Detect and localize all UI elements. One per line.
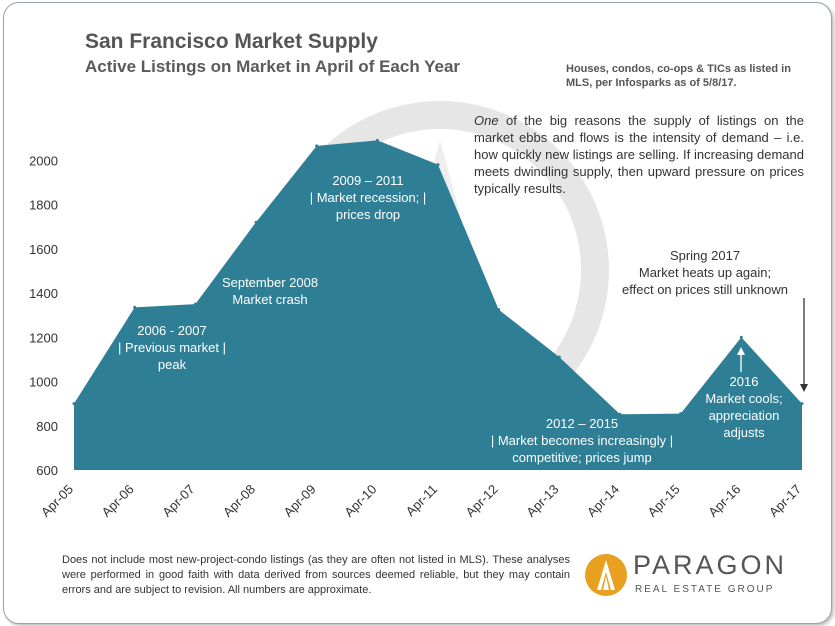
logo-mark-icon <box>585 554 627 596</box>
data-point-Apr-09 <box>315 144 319 148</box>
logo-name: PARAGON <box>633 550 788 580</box>
x-tick-label: Apr-06 <box>99 482 137 520</box>
paragon-logo: PARAGON REAL ESTATE GROUP <box>583 548 813 604</box>
description-body: of the big reasons the supply of listing… <box>474 113 804 196</box>
data-point-Apr-16 <box>739 335 743 339</box>
data-point-Apr-05 <box>72 402 76 406</box>
x-tick-label: Apr-17 <box>766 482 804 520</box>
y-tick-label: 1200 <box>29 330 58 345</box>
annotation-text: September 2008 <box>222 275 318 290</box>
data-point-Apr-12 <box>497 308 501 312</box>
y-tick-label: 1000 <box>29 375 58 390</box>
annotation-text: 2016 <box>730 374 759 389</box>
annotation-text: competitive; prices jump <box>512 450 651 465</box>
annotation-text: Market cools; <box>705 391 782 406</box>
y-tick-label: 1400 <box>29 286 58 301</box>
annotation-text: 2009 – 2011 <box>332 173 403 188</box>
footer-disclaimer: Does not include most new-project-condo … <box>62 554 570 596</box>
source-note: Houses, condos, co-ops & TICs as listed … <box>566 63 791 89</box>
data-point-Apr-08 <box>254 220 258 224</box>
chart-subtitle: Active Listings on Market in April of Ea… <box>85 57 461 76</box>
annotation-text: prices drop <box>336 207 400 222</box>
y-tick-label: 1800 <box>29 198 58 213</box>
annotation-text: adjusts <box>723 425 765 440</box>
x-tick-label: Apr-11 <box>403 482 441 520</box>
arrowhead-2016-icon <box>737 347 745 355</box>
annotations: 2006 - 2007 | Previous market | peak Septem… <box>118 173 788 465</box>
data-point-Apr-11 <box>436 163 440 167</box>
y-tick-label: 800 <box>36 419 58 434</box>
annotation-text: 2012 – 2015 <box>546 416 618 431</box>
annotation-text: peak <box>158 357 187 372</box>
x-tick-label: Apr-08 <box>220 482 258 520</box>
y-axis: 600 800 1000 1200 1400 1600 1800 2000 <box>29 153 58 478</box>
annotation-text: | Previous market | <box>118 340 226 355</box>
x-tick-label: Apr-07 <box>159 482 197 520</box>
x-tick-label: Apr-10 <box>341 482 379 520</box>
description-text: One of the big reasons the supply of lis… <box>474 112 804 197</box>
data-point-Apr-06 <box>133 305 137 309</box>
y-tick-label: 1600 <box>29 242 58 257</box>
x-tick-label: Apr-14 <box>584 482 622 520</box>
data-point-Apr-15 <box>679 412 683 416</box>
x-tick-label: Apr-12 <box>463 482 501 520</box>
annotation-text: | Market becomes increasingly | <box>491 433 673 448</box>
data-point-Apr-10 <box>375 138 379 142</box>
annotation-text: Spring 2017 <box>670 248 740 263</box>
x-axis: Apr-05 Apr-06 Apr-07 Apr-08 Apr-09 Apr-10 Apr-… <box>38 482 804 520</box>
annotation-text: 2006 - 2007 <box>137 323 206 338</box>
annotation-text: appreciation <box>709 408 780 423</box>
annotation-text: effect on prices still unknown <box>622 282 788 297</box>
data-point-Apr-14 <box>618 412 622 416</box>
y-tick-label: 600 <box>36 463 58 478</box>
x-tick-label: Apr-05 <box>38 482 76 520</box>
x-tick-label: Apr-16 <box>705 482 743 520</box>
annotation-arrows <box>737 298 808 392</box>
chart-title: San Francisco Market Supply <box>85 30 378 53</box>
x-tick-label: Apr-13 <box>523 482 561 520</box>
annotation-text: Market crash <box>232 292 307 307</box>
x-tick-label: Apr-15 <box>645 482 683 520</box>
data-point-Apr-07 <box>193 302 197 306</box>
y-tick-label: 2000 <box>29 153 58 168</box>
arrowhead-2017-icon <box>800 384 808 392</box>
x-tick-label: Apr-09 <box>281 482 319 520</box>
data-point-Apr-17 <box>800 402 804 406</box>
annotation-text: | Market recession; | <box>310 190 427 205</box>
logo-tagline: REAL ESTATE GROUP <box>635 584 775 595</box>
annotation-text: Market heats up again; <box>639 265 771 280</box>
description-lead: One <box>474 113 499 128</box>
data-point-Apr-13 <box>557 355 561 359</box>
